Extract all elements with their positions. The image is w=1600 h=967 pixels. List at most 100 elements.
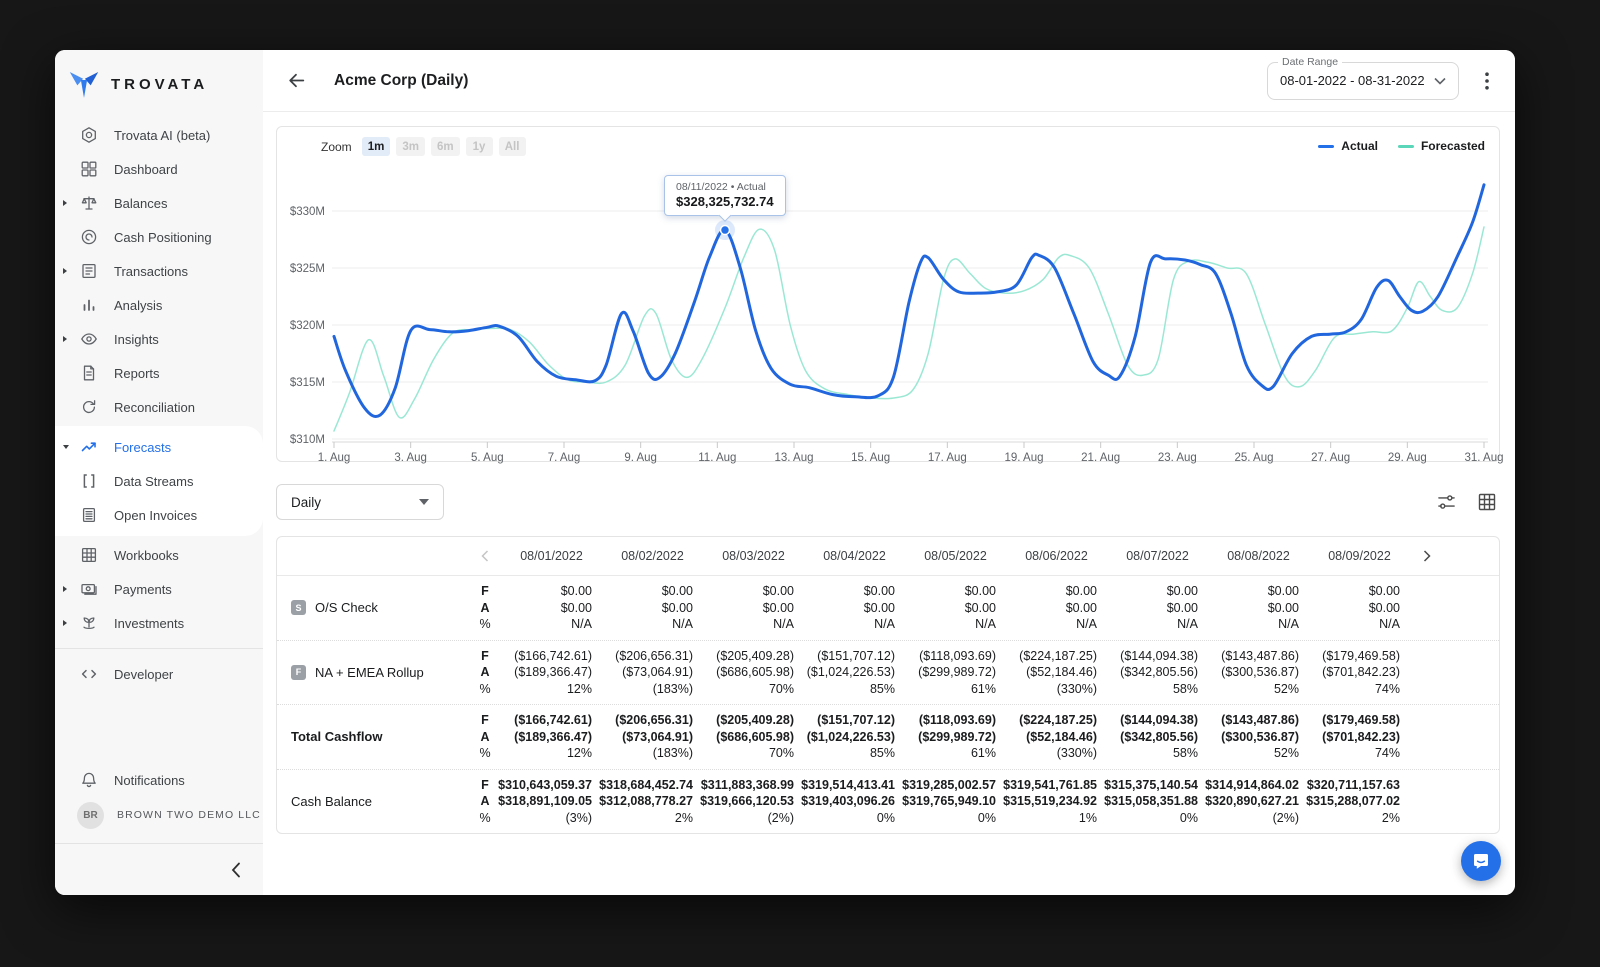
caret-right-icon[interactable] xyxy=(63,268,79,274)
cell-cash-balance-08-02-2022: $318,684,452.74 $312,088,778.27 2% xyxy=(599,777,703,827)
sidebar-item-payments[interactable]: Payments xyxy=(55,572,263,606)
chart-marker xyxy=(719,224,731,236)
sidebar-item-cash-positioning[interactable]: Cash Positioning xyxy=(55,220,263,254)
value: $0.00 xyxy=(964,584,996,598)
sidebar-bottom: Notifications BR BROWN TWO DEMO LLC xyxy=(55,763,263,895)
sidebar-item-workbooks[interactable]: Workbooks xyxy=(55,538,263,572)
reconciliation-icon xyxy=(79,398,99,416)
table-prev-button[interactable] xyxy=(469,537,501,575)
sidebar-item-label: Investments xyxy=(114,615,185,631)
date-range-select[interactable]: Date Range 08-01-2022 - 08-31-2022 xyxy=(1267,55,1459,100)
zoom-button-1m[interactable]: 1m xyxy=(361,137,391,156)
row-trailing-spacer xyxy=(1444,583,1499,633)
value: (2%) xyxy=(767,810,794,825)
period-select[interactable]: Daily xyxy=(276,484,444,520)
value: $315,288,077.02 xyxy=(1306,794,1400,808)
grid-view-icon[interactable] xyxy=(1478,493,1496,511)
value: 52% xyxy=(1273,681,1299,696)
row-name: O/S Check xyxy=(315,600,378,616)
metric-label-a: A xyxy=(480,794,490,808)
balances-icon xyxy=(79,194,99,212)
value: 2% xyxy=(674,810,693,825)
value: ($179,469.58) xyxy=(1322,713,1400,727)
svg-text:9. Aug: 9. Aug xyxy=(624,452,657,464)
trovata-logo-icon xyxy=(68,70,100,99)
metric-label-f: F xyxy=(481,713,489,727)
value: $314,914,864.02 xyxy=(1205,777,1299,792)
svg-text:15. Aug: 15. Aug xyxy=(851,452,890,464)
sidebar-item-open-invoices[interactable]: Open Invoices xyxy=(55,498,263,532)
value: ($224,187.25) xyxy=(1019,713,1097,727)
legend-item-actual[interactable]: Actual xyxy=(1318,139,1378,153)
table-corner-spacer xyxy=(277,537,469,575)
back-button[interactable] xyxy=(286,69,310,93)
value: $0.00 xyxy=(1368,584,1400,598)
sidebar-item-reconciliation[interactable]: Reconciliation xyxy=(55,390,263,424)
table-row-cash-balance: Cash Balance F A% $310,643,059.37 $318,891,1… xyxy=(277,768,1499,834)
sidebar-item-balances[interactable]: Balances xyxy=(55,186,263,220)
zoom-button-6m[interactable]: 6m xyxy=(430,137,460,156)
zoom-button-3m[interactable]: 3m xyxy=(396,137,425,156)
sidebar-item-investments[interactable]: Investments xyxy=(55,606,263,640)
dropdown-caret-icon xyxy=(419,499,429,505)
sidebar-item-label: Cash Positioning xyxy=(114,229,212,245)
metric-labels: F A% xyxy=(469,648,501,698)
legend-item-forecasted[interactable]: Forecasted xyxy=(1397,139,1485,153)
column-header-08-05-2022: 08/05/2022 xyxy=(924,549,987,563)
sidebar-item-trovata-ai-beta[interactable]: Trovata AI (beta) xyxy=(55,118,263,152)
caret-right-icon[interactable] xyxy=(63,336,79,342)
value: $0.00 xyxy=(762,584,794,598)
account-row[interactable]: BR BROWN TWO DEMO LLC xyxy=(55,797,263,833)
value: N/A xyxy=(1278,617,1299,631)
sidebar-item-data-streams[interactable]: Data Streams xyxy=(55,464,263,498)
sidebar-item-insights[interactable]: Insights xyxy=(55,322,263,356)
cell-na-emea-rollup-08-09-2022: ($179,469.58) ($701,842.23) 74% xyxy=(1309,648,1410,698)
sidebar-item-analysis[interactable]: Analysis xyxy=(55,288,263,322)
table-next-button[interactable] xyxy=(1410,537,1444,575)
cell-cash-balance-08-01-2022: $310,643,059.37 $318,891,109.05 (3%) xyxy=(498,777,602,827)
topbar: Acme Corp (Daily) Date Range 08-01-2022 … xyxy=(263,50,1515,112)
zoom-button-1y[interactable]: 1y xyxy=(465,137,493,156)
sidebar-item-dashboard[interactable]: Dashboard xyxy=(55,152,263,186)
value: 0% xyxy=(1179,810,1198,825)
column-header-08-01-2022: 08/01/2022 xyxy=(520,549,583,563)
caret-right-icon[interactable] xyxy=(63,200,79,206)
caret-right-icon[interactable] xyxy=(63,586,79,592)
table-header-trailing-spacer xyxy=(1444,537,1499,575)
value: $318,891,109.05 xyxy=(498,794,592,808)
sidebar-item-label: Transactions xyxy=(114,263,188,279)
value: N/A xyxy=(672,617,693,631)
svg-text:5. Aug: 5. Aug xyxy=(471,452,504,464)
value: 1% xyxy=(1078,810,1097,825)
sidebar-item-reports[interactable]: Reports xyxy=(55,356,263,390)
cell-cash-balance-08-04-2022: $319,514,413.41 $319,403,096.26 0% xyxy=(801,777,905,827)
value: ($686,605.98) xyxy=(716,729,794,744)
chat-widget-button[interactable] xyxy=(1461,841,1501,881)
cash-positioning-icon xyxy=(79,228,99,246)
value: $0.00 xyxy=(661,600,693,615)
cell-o-s-check-08-01-2022: $0.00 $0.00 N/A xyxy=(501,583,602,633)
sidebar: TROVATA Trovata AI (beta) Dashboard Balanc… xyxy=(55,50,263,895)
svg-text:$330M: $330M xyxy=(290,206,325,218)
caret-down-icon[interactable] xyxy=(63,445,79,449)
sidebar-item-developer[interactable]: Developer xyxy=(55,657,263,691)
metric-label-f: F xyxy=(481,648,489,663)
sidebar-nav-bottom: Workbooks Payments Investments xyxy=(55,538,263,640)
sidebar-item-notifications[interactable]: Notifications xyxy=(55,763,263,797)
value: (183%) xyxy=(652,746,693,760)
column-header-08-08-2022: 08/08/2022 xyxy=(1227,549,1290,563)
filter-sliders-icon[interactable] xyxy=(1437,493,1456,511)
zoom-button-all[interactable]: All xyxy=(498,137,526,156)
value: N/A xyxy=(975,617,996,631)
sidebar-collapse-button[interactable] xyxy=(55,843,263,895)
table-header-row: 08/01/2022 08/02/2022 08/03/2022 08/04/2022… xyxy=(277,537,1499,576)
value: ($701,842.23) xyxy=(1322,729,1400,744)
sidebar-item-transactions[interactable]: Transactions xyxy=(55,254,263,288)
sidebar-item-forecasts[interactable]: Forecasts xyxy=(55,430,263,464)
metric-labels: F A% xyxy=(469,583,501,633)
value: ($143,487.86) xyxy=(1221,713,1299,727)
kebab-menu-icon[interactable] xyxy=(1479,71,1495,91)
caret-right-icon[interactable] xyxy=(63,620,79,626)
main-area: Acme Corp (Daily) Date Range 08-01-2022 … xyxy=(263,50,1515,895)
column-header-08-02-2022: 08/02/2022 xyxy=(621,549,684,563)
